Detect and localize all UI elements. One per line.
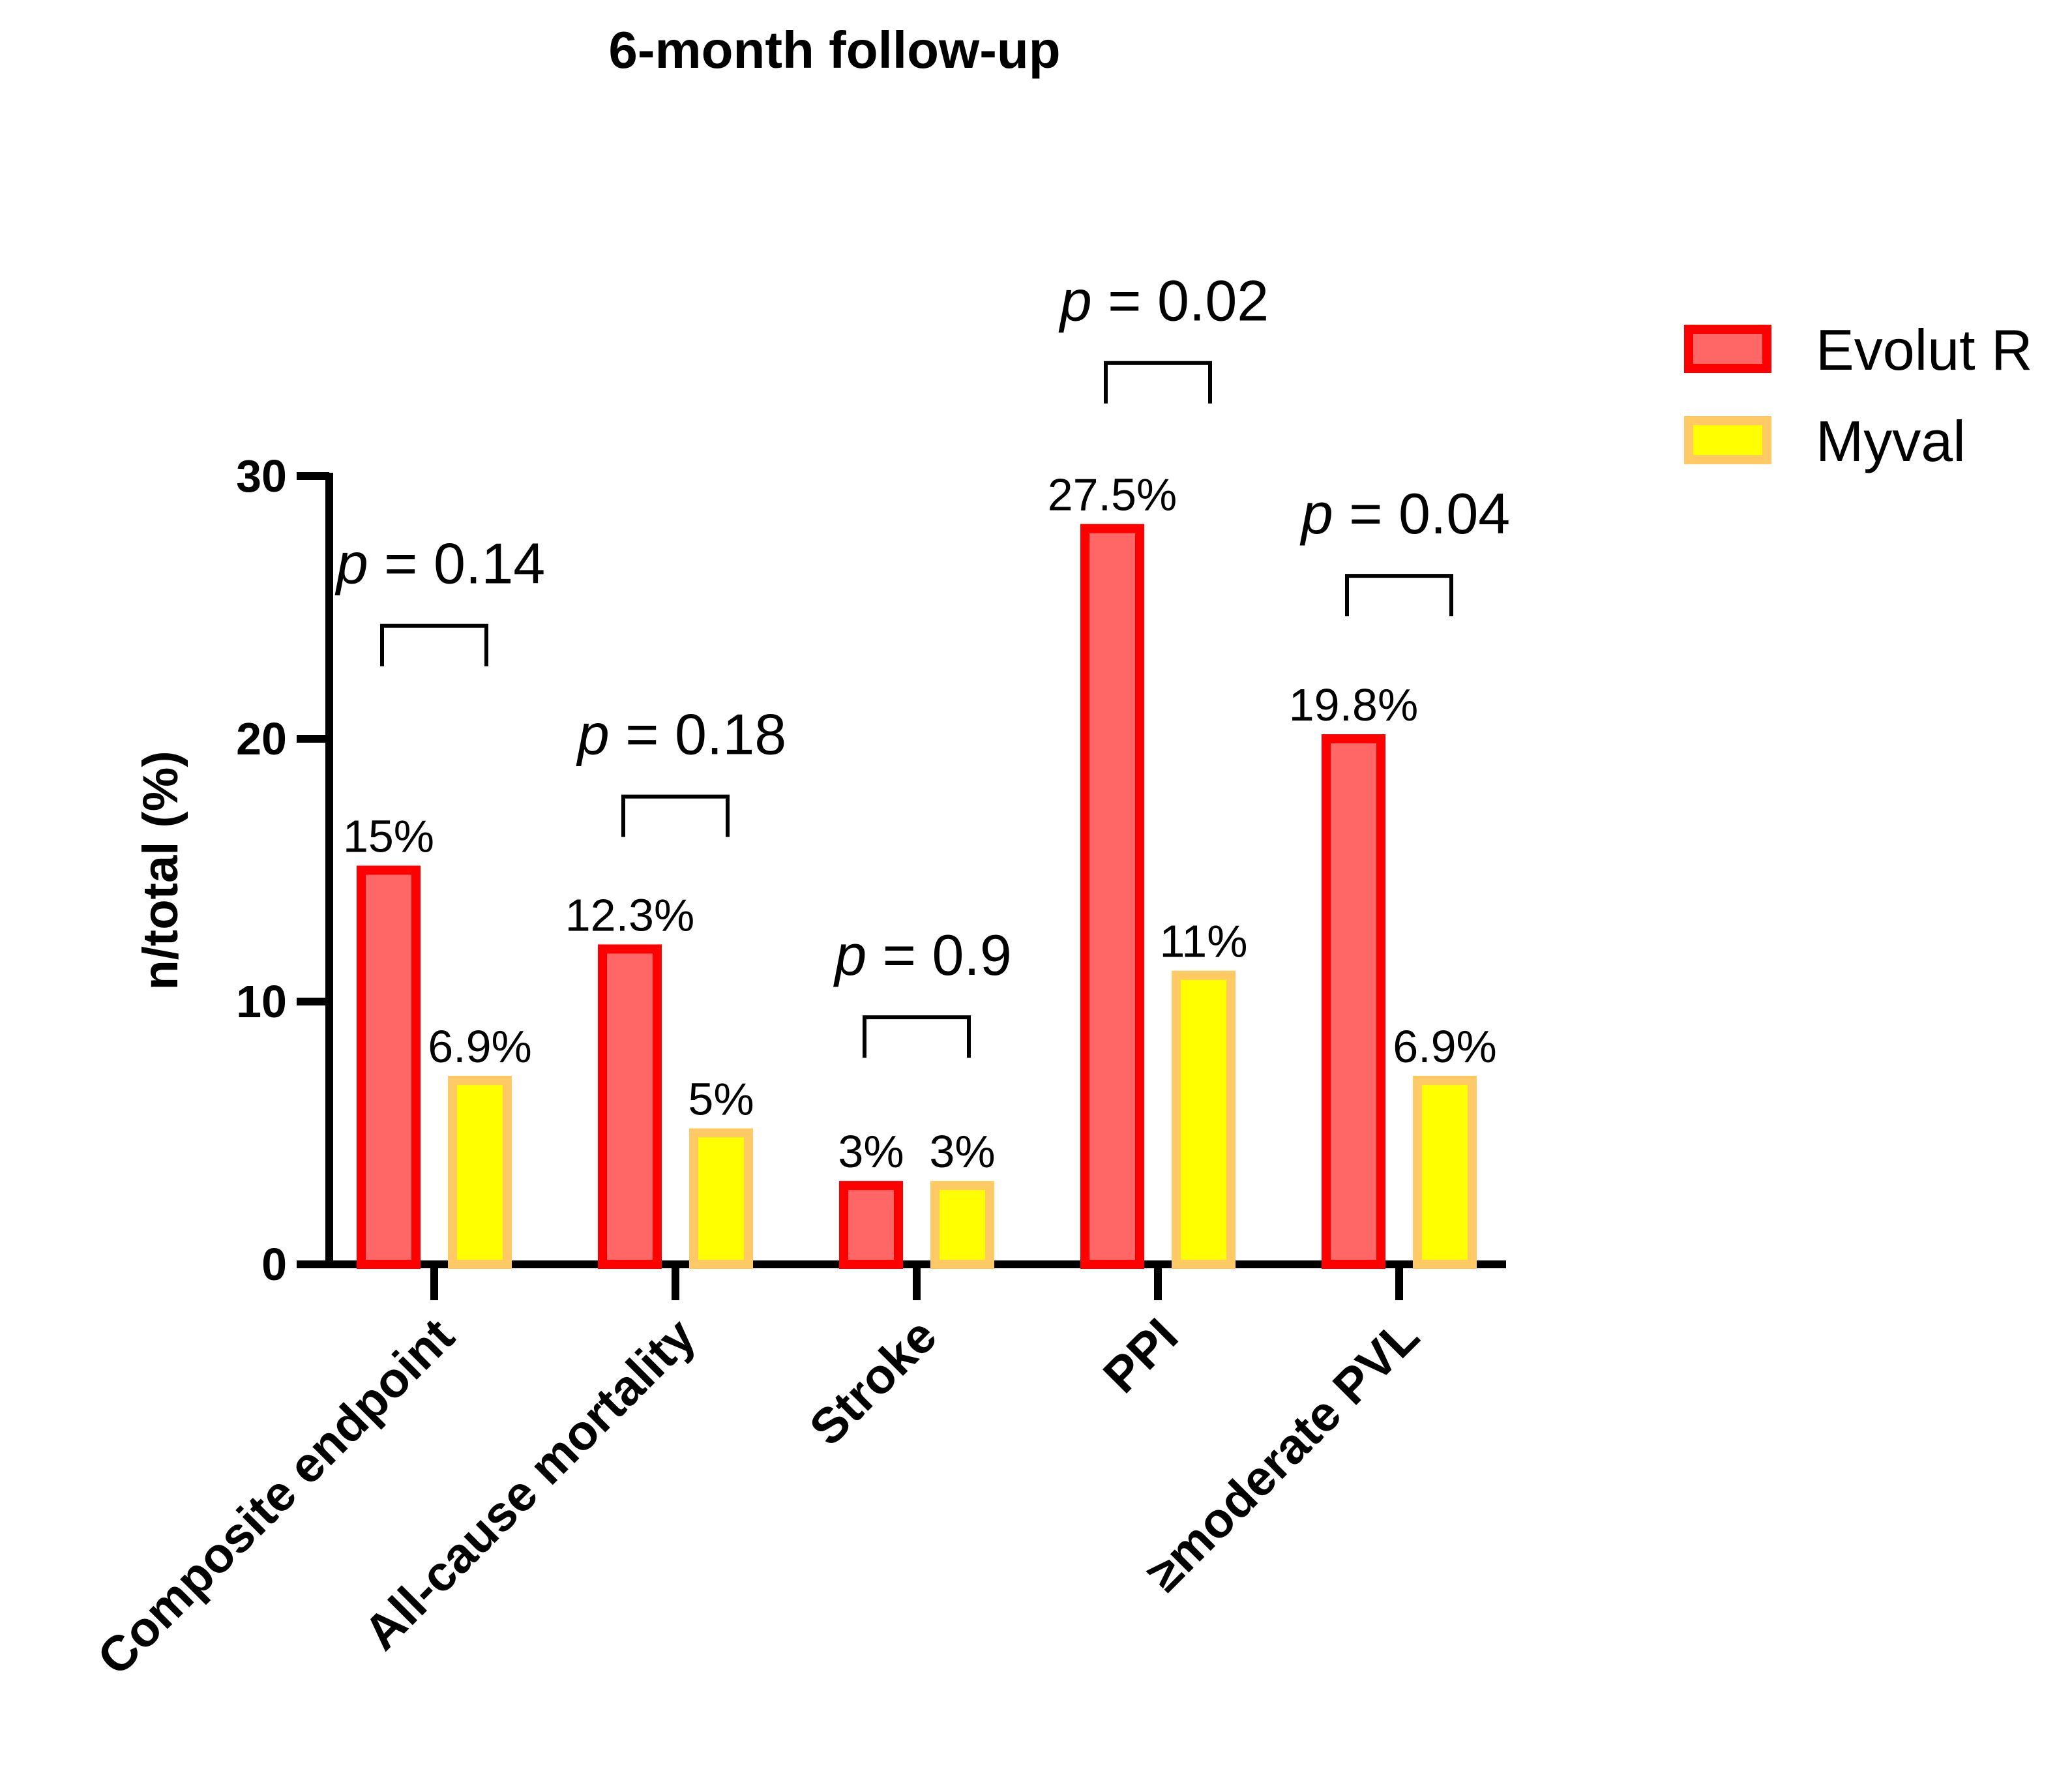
- bar-myval: [689, 1128, 753, 1269]
- legend-swatch: [1684, 416, 1771, 464]
- p-value-annotations: p = 0.14p = 0.18p = 0.9p = 0.02p = 0.04: [334, 269, 1511, 1058]
- data-label: 3%: [838, 1126, 904, 1177]
- p-symbol: p: [1058, 269, 1092, 333]
- legend-swatch: [1684, 325, 1771, 373]
- p-value-label: p = 0.9: [833, 923, 1012, 987]
- p-value-label: p = 0.18: [576, 702, 787, 767]
- significance-bracket: [1345, 574, 1453, 617]
- significance-bracket: [380, 623, 488, 666]
- bar-evolut-r: [1080, 524, 1144, 1269]
- category-label: PPI: [1093, 1308, 1189, 1404]
- data-label: 6.9%: [1393, 1021, 1497, 1072]
- y-tick-label: 0: [261, 1239, 287, 1290]
- p-symbol: p: [334, 531, 368, 596]
- category-label: Stroke: [799, 1308, 947, 1456]
- y-axis-label: n/total (%): [133, 751, 188, 990]
- y-ticks: 0 10 20 30: [236, 451, 329, 1290]
- data-label: 11%: [1160, 916, 1248, 967]
- bar-evolut-r: [357, 865, 421, 1269]
- bar-evolut-r: [598, 944, 662, 1270]
- bar-myval: [1413, 1075, 1477, 1270]
- p-value: = 0.18: [610, 702, 787, 767]
- legend: Evolut R Myval: [1684, 318, 2033, 473]
- y-tick-label: 10: [236, 976, 287, 1027]
- p-value: = 0.02: [1092, 269, 1269, 333]
- data-label: 15%: [343, 811, 434, 862]
- p-value: = 0.04: [1333, 481, 1511, 546]
- chart-title: 6-month follow-up: [608, 21, 1060, 79]
- bar-myval: [930, 1181, 994, 1269]
- p-value-label: p = 0.14: [334, 531, 546, 596]
- bar-evolut-r: [839, 1181, 903, 1269]
- bar-evolut-r: [1322, 734, 1385, 1269]
- p-value-label: p = 0.04: [1299, 481, 1511, 546]
- data-label: 12.3%: [565, 889, 694, 940]
- significance-bracket: [621, 794, 730, 837]
- data-label: 3%: [929, 1126, 995, 1177]
- bars: 15% 12.3% 3% 27.5% 19.8% 6.9% 5% 3% 11% 6.9%: [343, 469, 1497, 1270]
- data-label: 6.9%: [428, 1021, 532, 1072]
- p-symbol: p: [1299, 481, 1333, 546]
- y-tick-label: 30: [236, 451, 287, 501]
- p-symbol: p: [833, 923, 866, 987]
- p-value-label: p = 0.02: [1058, 269, 1269, 333]
- data-label: 5%: [688, 1074, 754, 1125]
- data-label: 19.8%: [1289, 679, 1418, 730]
- p-symbol: p: [576, 702, 610, 767]
- legend-label: Myval: [1816, 409, 1966, 473]
- data-label: 27.5%: [1048, 469, 1177, 520]
- significance-bracket: [863, 1015, 971, 1058]
- bar-myval: [1172, 970, 1236, 1269]
- y-tick-label: 20: [236, 713, 287, 764]
- significance-bracket: [1104, 361, 1212, 404]
- bar-myval: [448, 1075, 512, 1270]
- legend-label: Evolut R: [1816, 318, 2033, 382]
- p-value: = 0.14: [368, 531, 546, 596]
- p-value: = 0.9: [866, 923, 1012, 987]
